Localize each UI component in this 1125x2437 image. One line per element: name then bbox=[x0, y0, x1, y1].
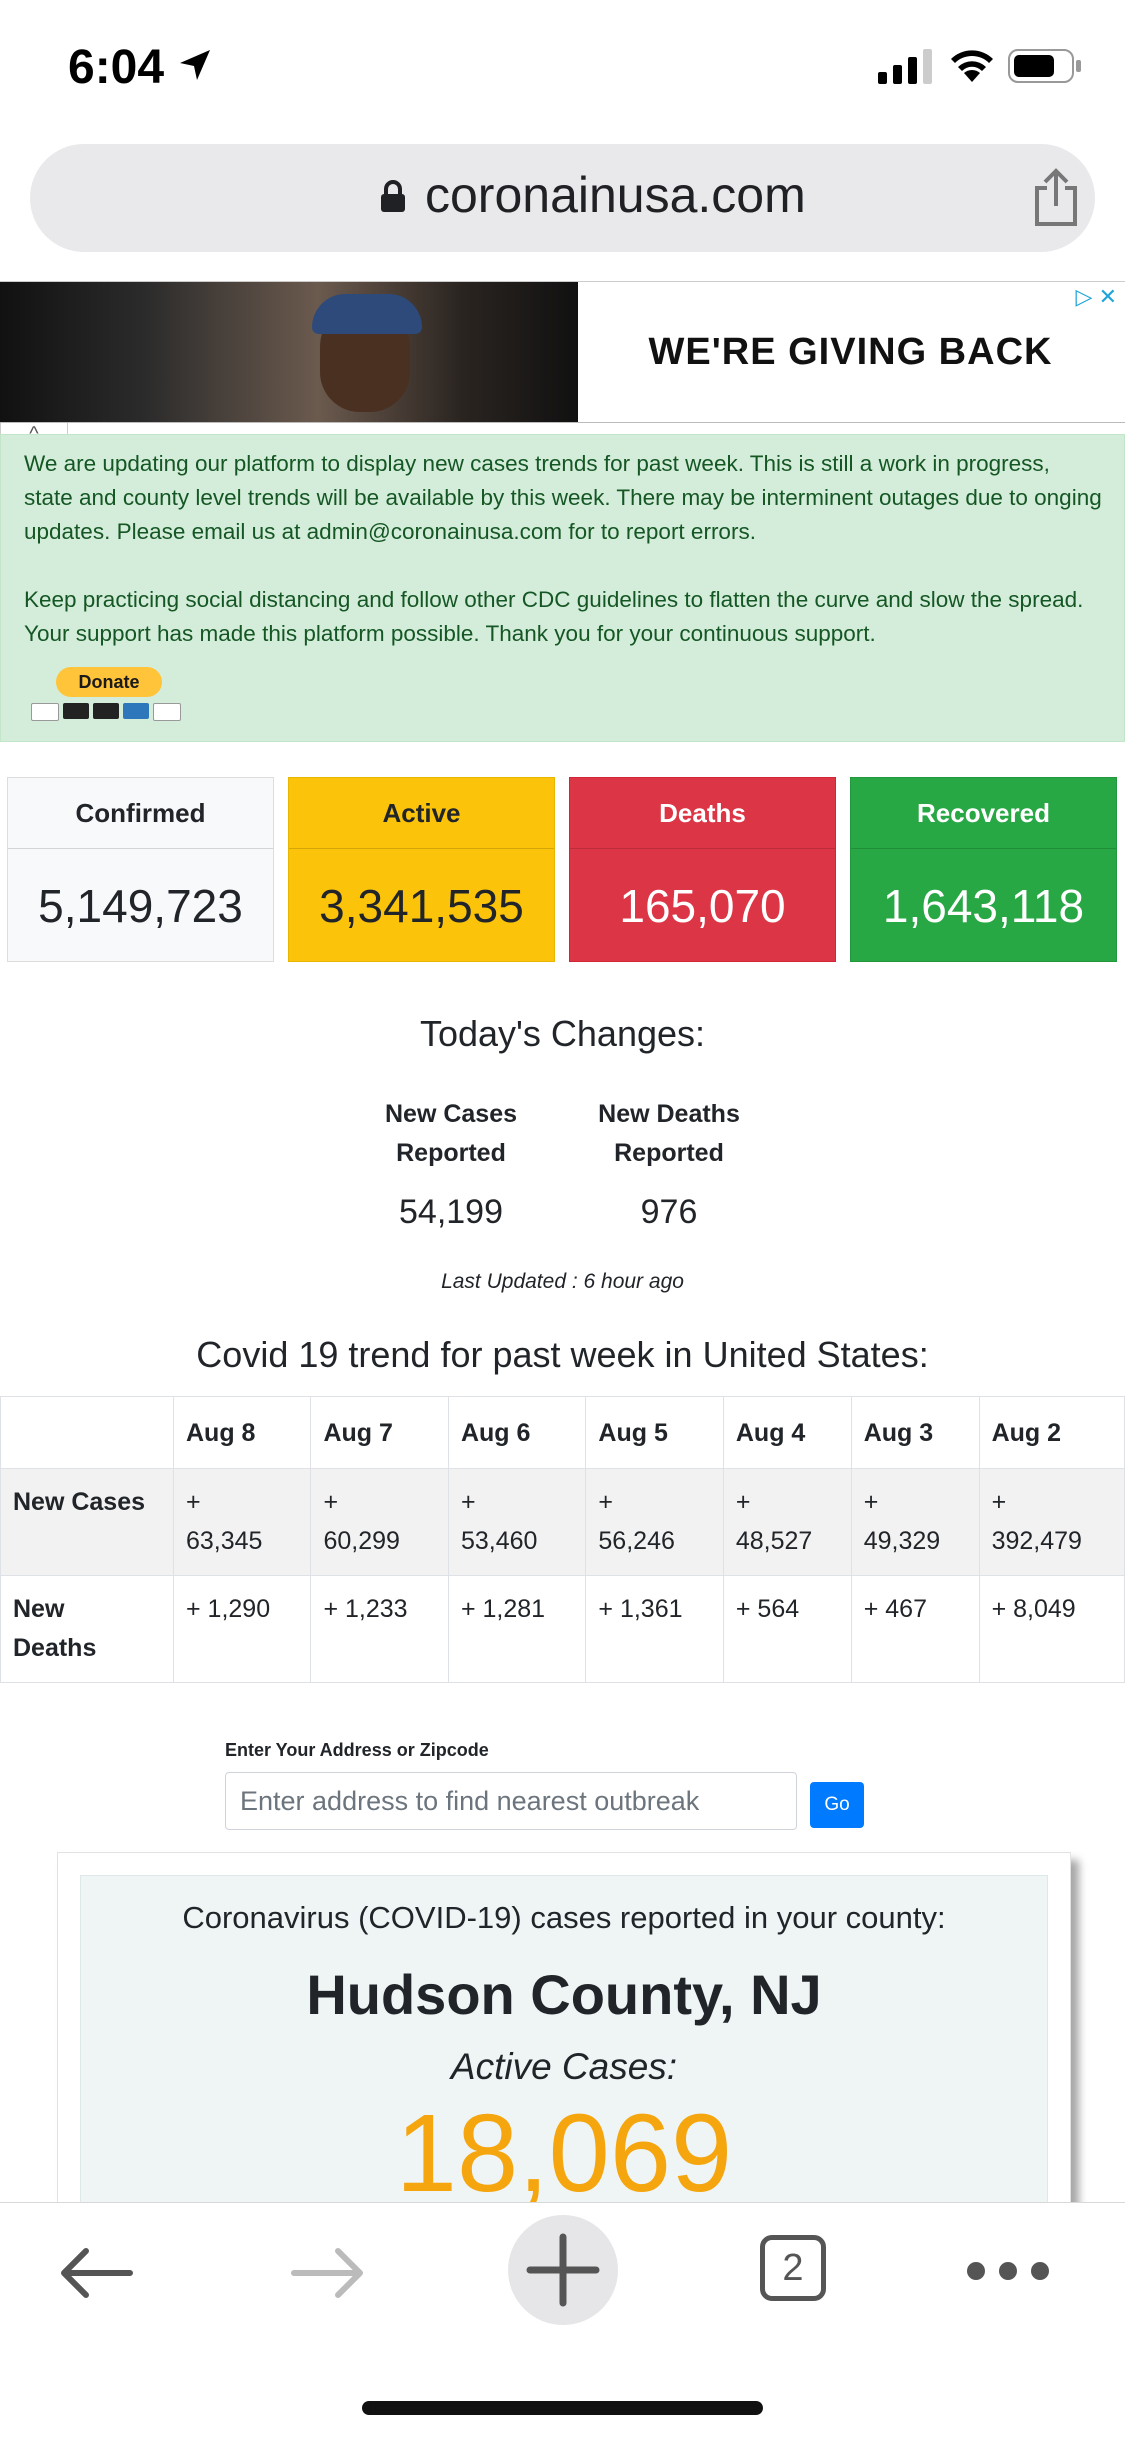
stat-active: Active 3,341,535 bbox=[288, 777, 555, 962]
ad-image[interactable] bbox=[0, 282, 578, 422]
trend-title: Covid 19 trend for past week in United S… bbox=[196, 1334, 929, 1375]
cellular-signal-icon bbox=[878, 49, 932, 84]
plus-icon bbox=[526, 2233, 600, 2307]
date-header: Aug 8 bbox=[172, 1396, 312, 1469]
stat-label: Confirmed bbox=[8, 778, 273, 849]
county-name: Hudson County, NJ bbox=[306, 1963, 822, 2026]
cell-new-cases: +53,460 bbox=[447, 1468, 587, 1576]
table-corner-cell bbox=[0, 1396, 174, 1469]
notice-paragraph: Keep practicing social distancing and fo… bbox=[24, 587, 1084, 646]
date-header: Aug 4 bbox=[722, 1396, 852, 1469]
date-header: Aug 2 bbox=[978, 1396, 1125, 1469]
county-card-body: Coronavirus (COVID-19) cases reported in… bbox=[80, 1875, 1048, 2214]
cell-new-deaths: + 564 bbox=[722, 1575, 852, 1683]
location-arrow-icon bbox=[180, 50, 210, 80]
tab-switcher-button[interactable]: 2 bbox=[760, 2235, 826, 2301]
stat-value: 1,643,118 bbox=[882, 879, 1085, 932]
new-deaths-value: 976 bbox=[640, 1193, 698, 1231]
url-text[interactable]: coronainusa.com bbox=[425, 167, 806, 223]
county-subtitle: Coronavirus (COVID-19) cases reported in… bbox=[182, 1900, 946, 1935]
date-header: Aug 3 bbox=[850, 1396, 980, 1469]
stat-value: 5,149,723 bbox=[38, 879, 243, 932]
stat-confirmed: Confirmed 5,149,723 bbox=[7, 777, 274, 962]
share-icon[interactable] bbox=[1030, 168, 1082, 228]
stat-value: 3,341,535 bbox=[319, 879, 524, 932]
last-updated: Last Updated : 6 hour ago bbox=[441, 1270, 684, 1293]
new-cases-value: 54,199 bbox=[399, 1193, 503, 1231]
stat-value: 165,070 bbox=[619, 879, 786, 932]
stat-label: Recovered bbox=[851, 778, 1116, 849]
discover-icon bbox=[153, 703, 181, 721]
lock-icon bbox=[381, 180, 405, 212]
stat-label: Active bbox=[289, 778, 554, 849]
table-row: New Cases +63,345 +60,299 +53,460 +56,24… bbox=[0, 1468, 1125, 1576]
home-indicator bbox=[362, 2401, 763, 2415]
date-header: Aug 7 bbox=[310, 1396, 449, 1469]
notice-paragraph: We are updating our platform to display … bbox=[24, 451, 1102, 544]
cell-new-deaths: + 1,361 bbox=[585, 1575, 724, 1683]
ad-banner[interactable]: WE'RE GIVING BACK ▷ ✕ bbox=[0, 281, 1125, 423]
cell-new-cases: +56,246 bbox=[585, 1468, 724, 1576]
county-card: Coronavirus (COVID-19) cases reported in… bbox=[57, 1852, 1071, 2214]
status-time: 6:04 bbox=[68, 41, 165, 94]
battery-icon bbox=[1008, 49, 1081, 83]
wifi-icon bbox=[951, 50, 993, 82]
ad-headline[interactable]: WE'RE GIVING BACK bbox=[648, 330, 1053, 373]
ad-choices-icon[interactable]: ▷ ✕ bbox=[1075, 284, 1117, 309]
status-bar: 6:04 bbox=[0, 0, 1125, 140]
address-label: Enter Your Address or Zipcode bbox=[225, 1740, 489, 1760]
new-cases-label: New Cases Reported bbox=[384, 1100, 518, 1167]
date-header: Aug 5 bbox=[585, 1396, 724, 1469]
cell-new-deaths: + 1,281 bbox=[447, 1575, 587, 1683]
cell-new-cases: +48,527 bbox=[722, 1468, 852, 1576]
active-cases-label: Active Cases: bbox=[450, 2046, 678, 2087]
mastercard-icon bbox=[63, 703, 89, 719]
visa-icon bbox=[31, 703, 59, 721]
more-options-icon[interactable] bbox=[966, 2261, 1050, 2281]
donate-button[interactable]: Donate bbox=[56, 667, 162, 697]
cell-new-deaths: + 8,049 bbox=[978, 1575, 1125, 1683]
active-cases-value: 18,069 bbox=[395, 2092, 733, 2215]
go-button[interactable]: Go bbox=[810, 1782, 864, 1828]
cell-new-deaths: + 467 bbox=[850, 1575, 980, 1683]
forward-arrow-icon[interactable] bbox=[288, 2243, 368, 2303]
todays-changes-title: Today's Changes: bbox=[419, 1013, 706, 1054]
cell-new-deaths: + 1,233 bbox=[310, 1575, 449, 1683]
stat-deaths: Deaths 165,070 bbox=[569, 777, 836, 962]
table-header-row: Aug 8 Aug 7 Aug 6 Aug 5 Aug 4 Aug 3 Aug … bbox=[0, 1396, 1125, 1469]
cell-new-cases: +49,329 bbox=[850, 1468, 980, 1576]
back-arrow-icon[interactable] bbox=[56, 2243, 136, 2303]
payment-cards bbox=[31, 703, 181, 721]
table-row: New Deaths + 1,290 + 1,233 + 1,281 + 1,36… bbox=[0, 1575, 1125, 1683]
cell-new-cases: +63,345 bbox=[172, 1468, 312, 1576]
cell-new-cases: +60,299 bbox=[310, 1468, 449, 1576]
date-header: Aug 6 bbox=[447, 1396, 587, 1469]
new-deaths-label: New Deaths Reported bbox=[598, 1100, 740, 1167]
amex-icon bbox=[123, 703, 149, 719]
new-cases-reported: New Cases Reported 54,199 bbox=[351, 1095, 551, 1232]
row-header-new-cases: New Cases bbox=[0, 1468, 174, 1576]
stat-label: Deaths bbox=[570, 778, 835, 849]
ad-person-cap bbox=[312, 294, 422, 334]
maestro-icon bbox=[93, 703, 119, 719]
cell-new-cases: +392,479 bbox=[978, 1468, 1125, 1576]
address-input[interactable] bbox=[225, 1772, 797, 1830]
cell-new-deaths: + 1,290 bbox=[172, 1575, 312, 1683]
new-tab-button[interactable] bbox=[508, 2215, 618, 2325]
row-header-new-deaths: New Deaths bbox=[0, 1575, 174, 1683]
browser-toolbar: 2 bbox=[0, 2202, 1125, 2437]
notice-banner: We are updating our platform to display … bbox=[0, 434, 1125, 742]
trend-table: Aug 8 Aug 7 Aug 6 Aug 5 Aug 4 Aug 3 Aug … bbox=[0, 1396, 1125, 1683]
new-deaths-reported: New Deaths Reported 976 bbox=[569, 1095, 769, 1232]
url-bar[interactable]: coronainusa.com bbox=[30, 144, 1095, 252]
stat-recovered: Recovered 1,643,118 bbox=[850, 777, 1117, 962]
